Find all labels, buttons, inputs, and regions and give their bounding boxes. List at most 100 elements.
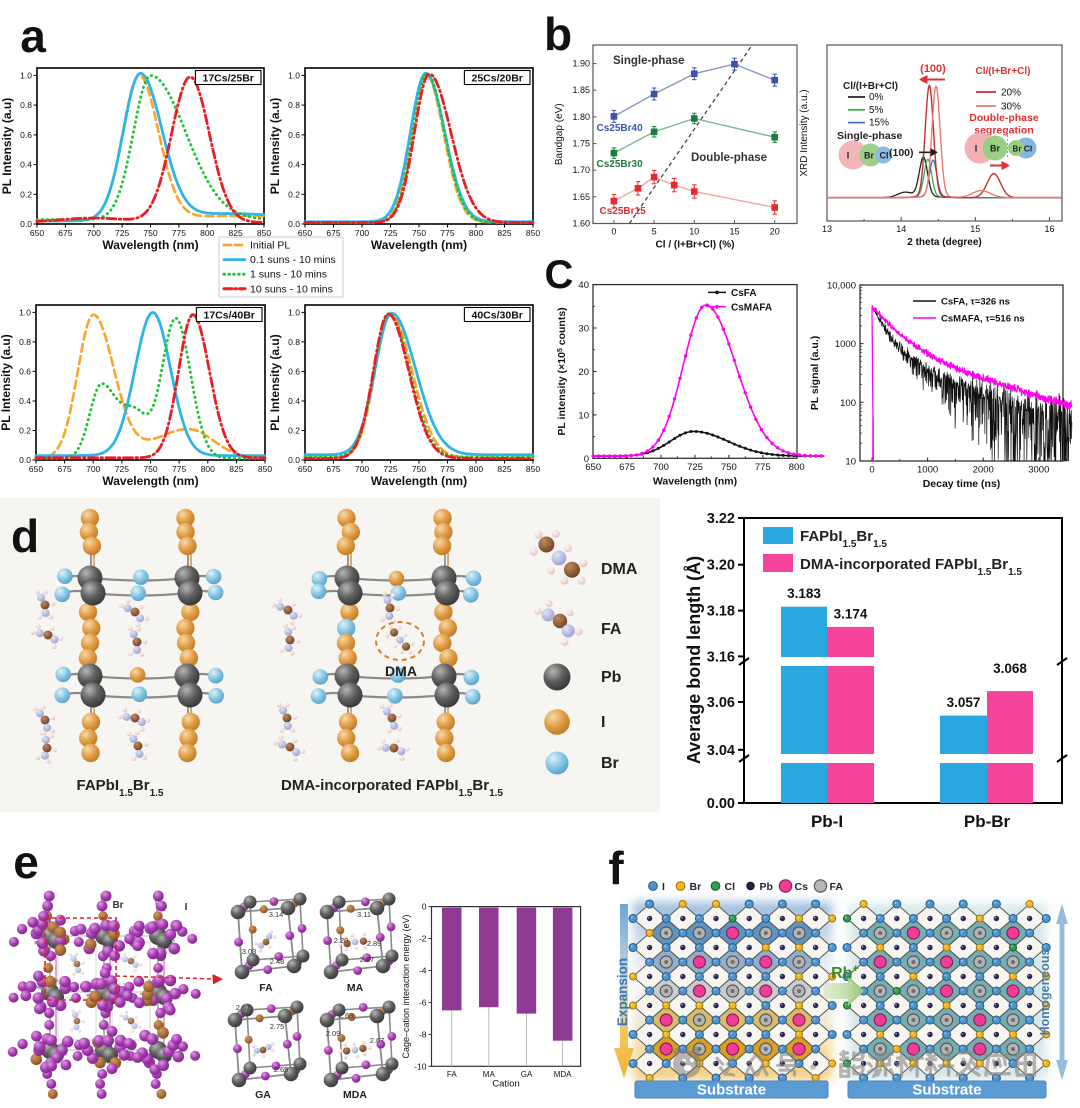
- svg-text:Decay time (ns): Decay time (ns): [923, 478, 1001, 490]
- svg-text:0.8: 0.8: [288, 100, 300, 110]
- svg-text:FA: FA: [447, 1070, 457, 1079]
- svg-text:825: 825: [229, 228, 243, 238]
- svg-text:PL Intensity (a.u): PL Intensity (a.u): [0, 334, 13, 430]
- svg-text:1000: 1000: [835, 339, 856, 350]
- svg-text:Average bond length (Å): Average bond length (Å): [684, 556, 704, 764]
- svg-text:-6: -6: [419, 997, 427, 1007]
- svg-text:1.0: 1.0: [288, 70, 300, 80]
- svg-text:FA: FA: [830, 881, 844, 893]
- svg-text:Br: Br: [1013, 145, 1022, 154]
- svg-text:2.67: 2.67: [360, 955, 375, 964]
- svg-text:3.057: 3.057: [947, 695, 981, 710]
- svg-text:3.11: 3.11: [357, 910, 371, 919]
- svg-text:2.67: 2.67: [370, 1036, 385, 1045]
- svg-text:3000: 3000: [1028, 465, 1049, 476]
- svg-text:775: 775: [172, 464, 186, 474]
- svg-text:PL Intensity (a.u): PL Intensity (a.u): [268, 334, 282, 430]
- svg-text:675: 675: [326, 464, 340, 474]
- svg-text:I: I: [662, 881, 665, 893]
- svg-text:825: 825: [497, 464, 511, 474]
- svg-text:XRD Intensity (a.u.): XRD Intensity (a.u.): [799, 89, 810, 176]
- svg-text:DMA-incorporated FAPbI1.5Br1.5: DMA-incorporated FAPbI1.5Br1.5: [800, 556, 1022, 578]
- svg-text:3.16: 3.16: [707, 649, 735, 665]
- svg-text:1.80: 1.80: [572, 112, 590, 122]
- svg-text:800: 800: [469, 464, 483, 474]
- svg-text:2 theta (degree): 2 theta (degree): [907, 237, 981, 248]
- svg-text:0.2: 0.2: [19, 426, 31, 436]
- svg-text:17Cs/40Br: 17Cs/40Br: [204, 310, 255, 322]
- svg-text:Wavelength (nm): Wavelength (nm): [371, 238, 467, 252]
- svg-text:I: I: [847, 151, 850, 161]
- svg-text:Cl / (I+Br+Cl) (%): Cl / (I+Br+Cl) (%): [656, 240, 735, 251]
- svg-text:-10: -10: [414, 1061, 427, 1071]
- svg-text:10: 10: [578, 410, 589, 421]
- svg-text:a: a: [20, 10, 46, 62]
- svg-text:725: 725: [383, 228, 397, 238]
- svg-text:Pb: Pb: [760, 881, 773, 893]
- svg-text:800: 800: [469, 228, 483, 238]
- svg-text:Cage–cation interaction energy: Cage–cation interaction energy (eV): [401, 914, 411, 1058]
- svg-text:I: I: [601, 714, 605, 731]
- svg-text:700: 700: [86, 464, 100, 474]
- svg-text:f: f: [608, 842, 624, 894]
- svg-text:3.174: 3.174: [834, 607, 868, 622]
- svg-text:2000: 2000: [973, 465, 994, 476]
- svg-text:CsMAFA, τ=516 ns: CsMAFA, τ=516 ns: [941, 314, 1025, 325]
- svg-text:PL signal (a.u.): PL signal (a.u.): [809, 336, 821, 410]
- svg-text:1.60: 1.60: [572, 219, 590, 229]
- svg-text:800: 800: [789, 462, 805, 473]
- svg-text:1.90: 1.90: [572, 59, 590, 69]
- svg-text:Pb: Pb: [601, 669, 622, 686]
- svg-text:10,000: 10,000: [827, 280, 856, 291]
- svg-text:650: 650: [30, 228, 44, 238]
- svg-text:17Cs/25Br: 17Cs/25Br: [203, 73, 254, 85]
- svg-text:MDA: MDA: [554, 1070, 572, 1079]
- svg-text:2.65: 2.65: [274, 1065, 289, 1074]
- svg-text:0.0: 0.0: [288, 219, 300, 229]
- svg-text:30: 30: [578, 324, 589, 335]
- svg-text:16: 16: [1044, 224, 1054, 234]
- svg-text:PL Intensity (a.u): PL Intensity (a.u): [268, 98, 282, 194]
- svg-text:800: 800: [201, 464, 215, 474]
- svg-text:Double-phase: Double-phase: [969, 112, 1039, 124]
- svg-text:750: 750: [143, 464, 157, 474]
- svg-text:0.6: 0.6: [20, 130, 32, 140]
- svg-text:Homogeneous: Homogeneous: [1038, 949, 1052, 1036]
- svg-text:5: 5: [652, 227, 657, 237]
- svg-text:775: 775: [440, 228, 454, 238]
- svg-text:10 suns - 10 mins: 10 suns - 10 mins: [250, 283, 333, 295]
- svg-text:Cation: Cation: [492, 1079, 519, 1090]
- svg-text:CsFA, τ=326 ns: CsFA, τ=326 ns: [941, 297, 1010, 308]
- svg-text:Rb+: Rb+: [831, 963, 859, 982]
- svg-text:800: 800: [200, 228, 214, 238]
- svg-text:1.0: 1.0: [288, 307, 300, 317]
- svg-text:750: 750: [412, 464, 426, 474]
- svg-text:700: 700: [653, 462, 669, 473]
- svg-text:3.14: 3.14: [269, 910, 284, 919]
- svg-text:700: 700: [355, 464, 369, 474]
- svg-text:0.2: 0.2: [288, 426, 300, 436]
- svg-text:650: 650: [585, 462, 601, 473]
- svg-text:MA: MA: [347, 982, 364, 994]
- svg-text:Substrate: Substrate: [912, 1082, 981, 1099]
- svg-text:Cs25Br30: Cs25Br30: [597, 159, 644, 170]
- svg-text:15%: 15%: [869, 118, 889, 129]
- svg-text:3.06: 3.06: [707, 695, 735, 711]
- svg-text:Cl: Cl: [1024, 144, 1033, 154]
- svg-text:13: 13: [822, 224, 832, 234]
- svg-text:0.4: 0.4: [20, 160, 32, 170]
- svg-text:I: I: [975, 144, 978, 154]
- svg-text:C: C: [545, 253, 574, 297]
- svg-text:Double-phase: Double-phase: [691, 152, 767, 164]
- svg-text:775: 775: [172, 228, 186, 238]
- svg-text:Br: Br: [864, 151, 874, 161]
- svg-text:14: 14: [896, 224, 906, 234]
- svg-text:FA: FA: [601, 621, 622, 638]
- svg-text:3.22: 3.22: [707, 511, 735, 527]
- svg-text:FA: FA: [259, 982, 273, 994]
- svg-text:0.6: 0.6: [288, 366, 300, 376]
- svg-text:675: 675: [619, 462, 635, 473]
- svg-text:Single-phase: Single-phase: [613, 55, 685, 67]
- svg-text:Wavelength (nm): Wavelength (nm): [653, 475, 737, 487]
- svg-text:Expansion: Expansion: [615, 958, 630, 1026]
